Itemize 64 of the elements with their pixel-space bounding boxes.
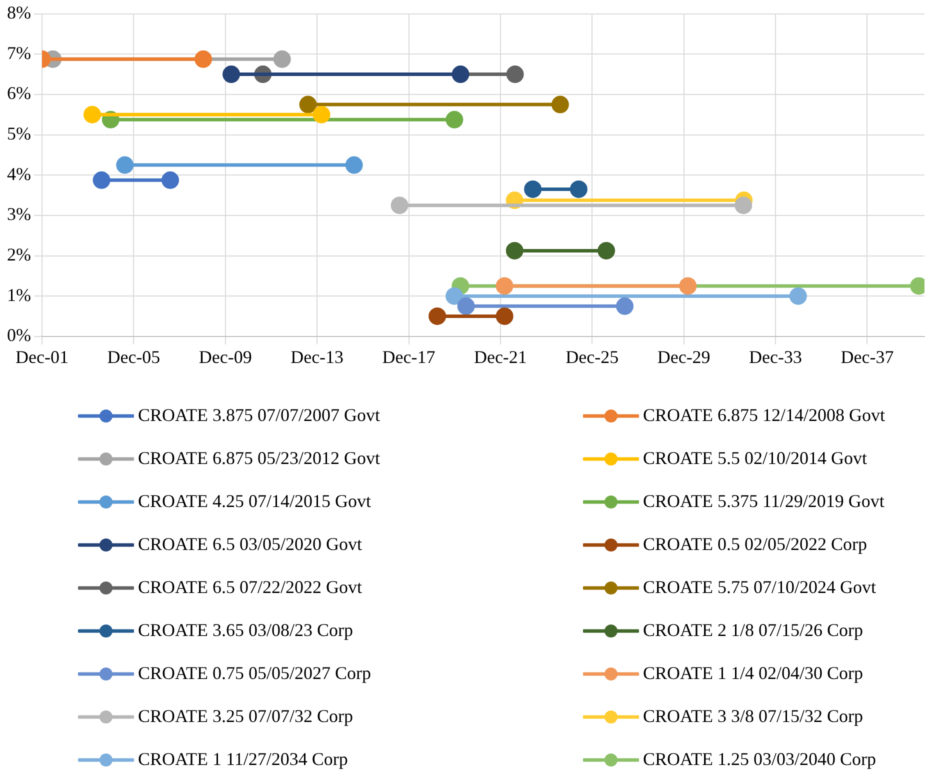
point	[84, 106, 102, 124]
point	[312, 106, 330, 124]
legend-label: CROATE 6.875 12/14/2008 Govt	[643, 405, 886, 426]
point	[446, 110, 464, 128]
point	[299, 96, 317, 114]
x-tick-label: Dec-01	[16, 346, 68, 367]
legend-label: CROATE 3.875 07/07/2007 Govt	[138, 405, 380, 426]
y-tick-label: 5%	[6, 124, 31, 144]
legend-label: CROATE 6.5 07/22/2022 Govt	[138, 577, 362, 598]
point	[496, 307, 514, 325]
legend-label: CROATE 1 11/27/2034 Corp	[138, 749, 348, 770]
legend-label: CROATE 2 1/8 07/15/26 Corp	[643, 620, 864, 641]
legend-label: CROATE 1.25 03/03/2040 Corp	[643, 749, 876, 770]
legend-label: CROATE 5.375 11/29/2019 Govt	[643, 491, 884, 512]
y-tick-label: 0%	[6, 325, 31, 346]
legend-label: CROATE 1 1/4 02/04/30 Corp	[643, 663, 864, 684]
x-tick-label: Dec-17	[382, 346, 436, 367]
point	[598, 242, 616, 260]
y-tick-label: 1%	[6, 284, 31, 305]
point	[524, 180, 542, 198]
point	[570, 180, 588, 198]
point	[92, 171, 110, 189]
x-tick-label: Dec-37	[840, 346, 894, 367]
x-tick-label: Dec-09	[198, 346, 252, 367]
x-tick-label: Dec-29	[657, 346, 710, 367]
legend-label: CROATE 5.5 02/10/2014 Govt	[643, 448, 868, 469]
y-tick-label: 2%	[6, 244, 31, 264]
point	[428, 307, 446, 325]
point	[390, 196, 408, 214]
point	[162, 171, 180, 189]
point	[789, 287, 807, 305]
point	[222, 66, 240, 84]
point	[616, 297, 634, 315]
x-tick-label: Dec-05	[107, 346, 160, 367]
point	[679, 277, 697, 295]
point	[457, 297, 475, 315]
y-tick-label: 8%	[6, 2, 31, 23]
x-tick-label: Dec-13	[290, 346, 344, 367]
point	[506, 242, 524, 260]
legend-label: CROATE 4.25 07/14/2015 Govt	[138, 491, 372, 512]
point	[116, 156, 134, 174]
point	[496, 277, 514, 295]
legend-label: CROATE 6.875 05/23/2012 Govt	[138, 448, 380, 469]
legend-label: CROATE 3.25 07/07/32 Corp	[138, 706, 354, 727]
x-tick-label: Dec-21	[474, 346, 527, 367]
legend-label: CROATE 5.75 07/10/2024 Govt	[643, 577, 876, 598]
legend-label: CROATE 0.5 02/05/2022 Corp	[643, 534, 868, 555]
point	[452, 66, 470, 84]
point	[551, 96, 569, 114]
legend-label: CROATE 6.5 03/05/2020 Govt	[138, 534, 362, 555]
point	[273, 50, 291, 68]
legend-label: CROATE 3 3/8 07/15/32 Corp	[643, 706, 864, 727]
x-tick-label: Dec-33	[749, 346, 802, 367]
y-tick-label: 7%	[6, 42, 31, 63]
y-tick-label: 6%	[6, 83, 31, 104]
legend-label: CROATE 3.65 03/08/23 Corp	[138, 620, 354, 641]
point	[734, 196, 752, 214]
point	[506, 66, 524, 84]
y-tick-label: 4%	[6, 164, 31, 184]
y-tick-label: 3%	[6, 204, 31, 224]
x-tick-label: Dec-25	[566, 346, 619, 367]
legend-label: CROATE 0.75 05/05/2027 Corp	[138, 663, 372, 684]
point	[345, 156, 363, 174]
point	[446, 287, 464, 305]
